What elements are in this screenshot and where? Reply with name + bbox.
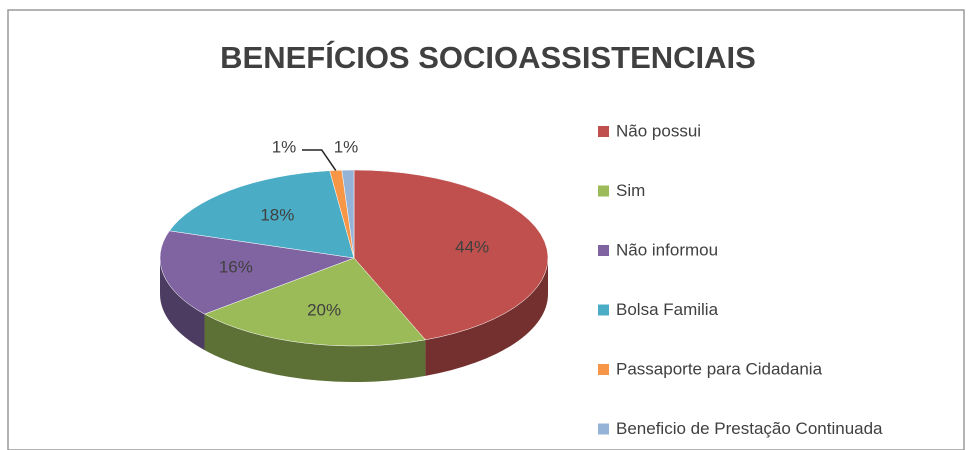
legend-swatch	[598, 364, 609, 375]
legend: Não possui Sim Não informou Bolsa Familia Pa…	[598, 121, 883, 438]
data-label: 18%	[260, 205, 294, 224]
legend-label: Não informou	[616, 240, 718, 259]
data-label: 20%	[307, 300, 341, 319]
pie-slice	[353, 169, 549, 341]
chart-title: BENEFÍCIOS SOCIOASSISTENCIAIS	[220, 40, 756, 75]
pie-side	[425, 258, 548, 376]
pie-slice	[169, 170, 355, 259]
data-label: 1%	[334, 137, 359, 156]
pie-side	[204, 314, 426, 382]
legend-label: Passaporte para Cidadania	[616, 359, 823, 378]
legend-swatch	[598, 126, 609, 137]
data-label: 16%	[219, 258, 253, 277]
legend-label: Bolsa Familia	[616, 300, 719, 319]
pie-sides	[160, 258, 548, 382]
pie-tops	[159, 169, 549, 347]
legend-label: Não possui	[616, 121, 701, 140]
legend-swatch	[598, 423, 609, 435]
legend-swatch	[598, 304, 609, 316]
legend-swatch	[598, 185, 609, 197]
legend-label: Sim	[616, 181, 645, 200]
pie-slice	[341, 169, 355, 259]
pie-slice	[203, 257, 426, 347]
pie-slice	[159, 230, 355, 315]
pie-side	[160, 258, 205, 351]
legend-swatch	[598, 245, 609, 256]
legend-label: Beneficio de Prestação Continuada	[616, 419, 883, 438]
data-label: 44%	[455, 237, 489, 256]
data-label: 1%	[272, 137, 297, 156]
data-labels: 44% 20% 16% 18% 1% 1%	[219, 137, 489, 319]
leader-line	[302, 149, 337, 171]
